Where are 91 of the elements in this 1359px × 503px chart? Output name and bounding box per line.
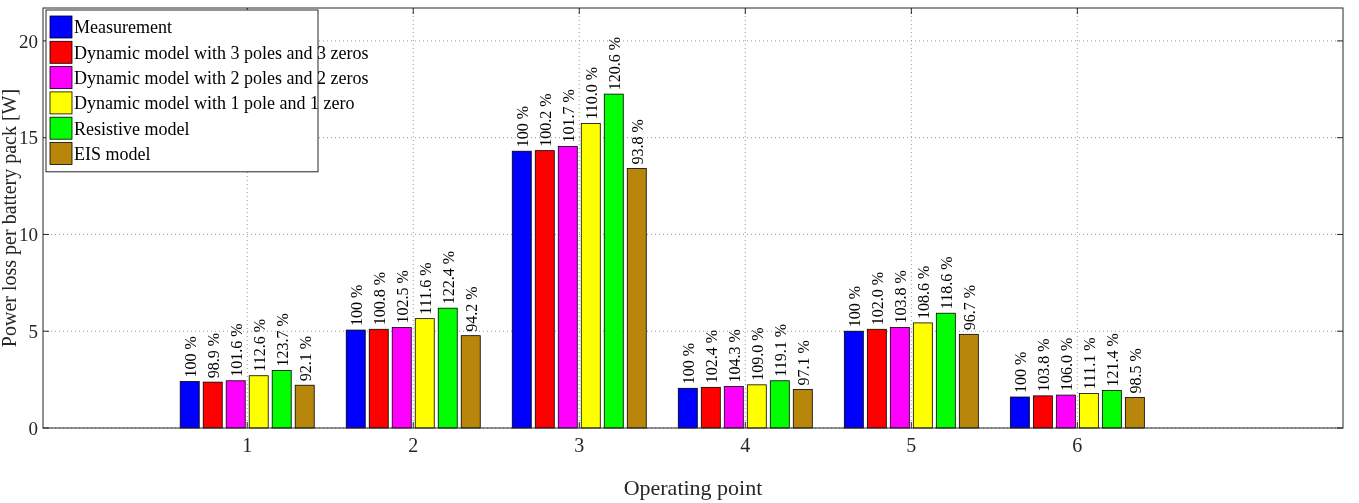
- annotation: 102.5 %: [393, 270, 411, 324]
- y-tick-label: 10: [19, 224, 38, 246]
- annotation: 100 %: [679, 342, 697, 385]
- annotation: 111.6 %: [416, 262, 434, 315]
- bar: [271, 370, 292, 429]
- annotation: 103.8 %: [1034, 338, 1052, 392]
- bar: [843, 330, 864, 429]
- bar: [345, 329, 366, 429]
- bar: [792, 389, 813, 429]
- annotation: 111.1 %: [1080, 337, 1098, 390]
- x-tick-label: 2: [408, 434, 419, 456]
- annotation: 93.8 %: [628, 119, 646, 165]
- legend-label: EIS model: [74, 143, 151, 164]
- annotation: 108.6 %: [914, 265, 932, 319]
- bar: [294, 384, 315, 429]
- bar: [460, 335, 481, 429]
- bar: [1055, 394, 1076, 429]
- legend-label: Measurement: [74, 17, 172, 38]
- annotation: 119.1 %: [771, 324, 789, 377]
- bar: [603, 93, 624, 429]
- y-tick-label: 20: [19, 30, 38, 52]
- bar: [179, 381, 200, 429]
- annotation: 118.6 %: [937, 256, 955, 310]
- bar: [248, 375, 269, 429]
- bar: [889, 327, 910, 429]
- legend-label: Dynamic model with 2 poles and 2 zeros: [74, 67, 369, 88]
- annotation: 98.9 %: [204, 332, 222, 379]
- annotation: 92.1 %: [296, 335, 314, 382]
- annotation: 106.0 %: [1057, 337, 1075, 392]
- x-axis-title: Operating point: [623, 475, 763, 500]
- y-tick-label: 5: [28, 320, 38, 342]
- bar: [912, 322, 933, 429]
- bar: [414, 318, 435, 429]
- bar: [202, 381, 223, 429]
- bar: [1078, 393, 1099, 429]
- annotation: 100 %: [1011, 351, 1029, 394]
- annotation: 100 %: [347, 284, 365, 327]
- annotation: 104.3 %: [725, 329, 743, 383]
- annotation: 102.0 %: [868, 271, 886, 326]
- bar: [437, 307, 458, 429]
- annotation: 109.0 %: [748, 327, 766, 381]
- bar: [866, 328, 887, 429]
- bar: [1009, 396, 1030, 429]
- bar: [534, 150, 555, 429]
- annotation: 96.7 %: [960, 284, 978, 331]
- bar: [746, 384, 767, 429]
- annotation: 101.6 %: [227, 323, 245, 377]
- bar: [723, 386, 744, 429]
- bar: [368, 328, 389, 429]
- bar: [935, 312, 956, 429]
- bar: [769, 380, 790, 429]
- bar: [1032, 395, 1053, 429]
- annotation: 100.8 %: [370, 271, 388, 326]
- annotation: 123.7 %: [273, 313, 291, 367]
- annotation: 100.2 %: [536, 93, 554, 147]
- bar: [1101, 390, 1122, 429]
- y-axis-title: Power loss per battery pack [W]: [0, 88, 21, 348]
- annotation: 100 %: [845, 285, 863, 328]
- annotation: 94.2 %: [462, 286, 480, 332]
- legend-label: Dynamic model with 3 poles and 3 zeros: [74, 42, 369, 63]
- bar: [557, 146, 578, 429]
- legend-label: Dynamic model with 1 pole and 1 zero: [74, 93, 355, 114]
- x-tick-label: 5: [906, 434, 917, 456]
- annotation: 120.6 %: [605, 36, 623, 91]
- annotation: 110.0 %: [582, 66, 600, 120]
- y-tick-label: 0: [28, 417, 38, 439]
- annotation: 102.4 %: [702, 330, 720, 384]
- y-tick-label: 15: [19, 127, 38, 149]
- x-tick-label: 3: [574, 434, 585, 456]
- annotation: 100 %: [513, 105, 531, 148]
- bar: [626, 168, 647, 429]
- bar: [958, 333, 979, 429]
- annotation: 112.6 %: [250, 319, 268, 372]
- x-tick-label: 4: [740, 434, 751, 456]
- bar: [580, 123, 601, 429]
- annotation: 101.7 %: [559, 89, 577, 143]
- x-tick-label: 6: [1072, 434, 1083, 456]
- legend-label: Resistive model: [74, 118, 190, 139]
- annotation: 121.4 %: [1103, 333, 1121, 387]
- bar: [511, 150, 532, 429]
- bar: [700, 386, 721, 429]
- x-tick-label: 1: [242, 434, 253, 456]
- annotation: 98.5 %: [1126, 348, 1144, 394]
- annotation: 103.8 %: [891, 270, 909, 324]
- bar: [677, 387, 698, 429]
- bar: [225, 380, 246, 429]
- annotation: 97.1 %: [794, 340, 812, 386]
- bar: [1124, 397, 1145, 429]
- annotation: 100 %: [181, 336, 199, 378]
- annotation: 122.4 %: [439, 250, 457, 305]
- bar: [391, 327, 412, 429]
